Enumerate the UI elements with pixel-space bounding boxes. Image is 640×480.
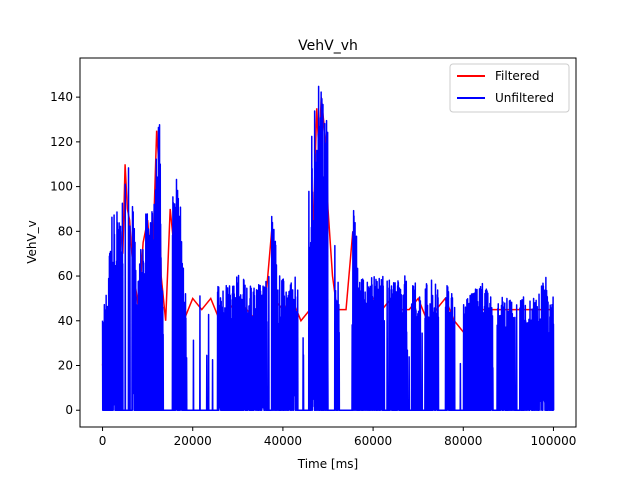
legend-label-filtered: Filtered xyxy=(495,69,539,83)
y-axis: 0 20 40 60 80 100 120 140 xyxy=(50,90,80,417)
legend-label-unfiltered: Unfiltered xyxy=(495,91,554,105)
y-tick-label: 140 xyxy=(50,90,73,104)
y-tick-label: 120 xyxy=(50,135,73,149)
x-axis-title: Time [ms] xyxy=(297,457,359,471)
plot-area-frame xyxy=(79,57,577,428)
y-tick-label: 100 xyxy=(50,180,73,194)
y-tick-label: 80 xyxy=(58,224,73,238)
y-tick-label: 20 xyxy=(58,359,73,373)
y-tick-label: 0 xyxy=(65,403,73,417)
series-line-unfiltered xyxy=(101,85,555,411)
legend: Filtered Unfiltered xyxy=(449,63,570,113)
x-tick-label: 0 xyxy=(99,434,107,448)
chart-title: VehV_vh xyxy=(298,38,358,54)
y-tick-label: 40 xyxy=(58,314,73,328)
x-tick-label: 80000 xyxy=(444,434,482,448)
x-tick-label: 20000 xyxy=(174,434,212,448)
y-axis-title: VehV_v xyxy=(25,220,39,264)
x-tick-label: 100000 xyxy=(531,434,577,448)
x-tick-label: 60000 xyxy=(354,434,392,448)
y-tick-label: 60 xyxy=(58,269,73,283)
series-layer xyxy=(101,85,555,411)
x-tick-label: 40000 xyxy=(264,434,302,448)
x-axis: 0 20000 40000 60000 80000 100000 xyxy=(99,427,577,448)
